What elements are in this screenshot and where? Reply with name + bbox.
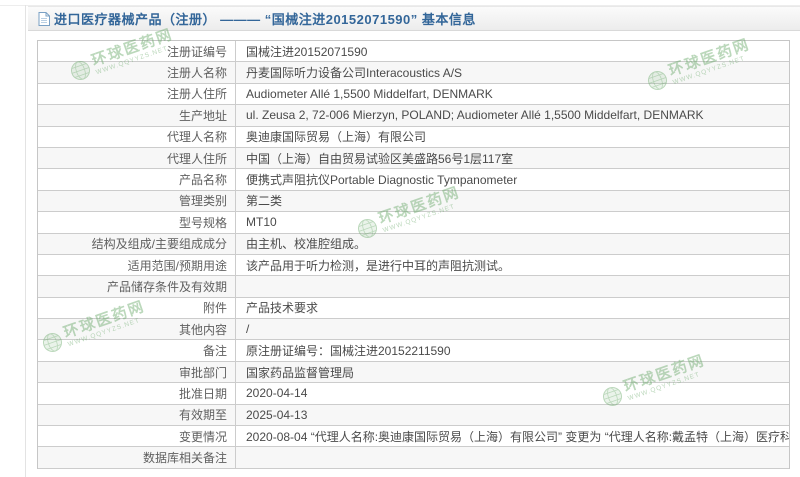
table-row: 产品储存条件及有效期 (38, 276, 789, 298)
row-value: 2025-04-13 (246, 407, 308, 422)
row-label: 数据库相关备注 (38, 447, 236, 468)
row-label: 代理人住所 (38, 147, 236, 169)
row-label: 管理类别 (38, 190, 236, 212)
table-row: 型号规格 MT10 (38, 212, 789, 234)
table-row: 其他内容 / (38, 319, 789, 341)
row-label: 有效期至 (38, 404, 236, 426)
row-label: 变更情况 (38, 426, 236, 447)
table-row: 管理类别 第二类 (38, 190, 789, 213)
row-value: 奥迪康国际贸易（上海）有限公司 (246, 130, 427, 145)
row-label: 适用范围/预期用途 (38, 254, 236, 276)
table-row: 数据库相关备注 (38, 447, 789, 469)
table-row: 有效期至 2025-04-13 (38, 404, 789, 427)
row-label: 注册人名称 (38, 62, 236, 83)
section-header: 进口医疗器械产品（注册） ——— “国械注进20152071590” 基本信息 (28, 6, 800, 31)
row-label: 附件 (38, 297, 236, 319)
row-value: 2020-04-14 (246, 386, 308, 401)
row-value: 丹麦国际听力设备公司Interacoustics A/S (246, 66, 463, 81)
row-value: 第二类 (246, 194, 283, 209)
table-row: 附件 产品技术要求 (38, 297, 789, 320)
table-row: 备注 原注册证编号：国械注进20152211590 (38, 340, 789, 362)
row-label: 型号规格 (38, 212, 236, 233)
table-row: 注册人名称 丹麦国际听力设备公司Interacoustics A/S (38, 62, 789, 84)
table-row: 变更情况 2020-08-04 “代理人名称:奥迪康国际贸易（上海）有限公司” … (38, 426, 789, 448)
row-label: 其他内容 (38, 319, 236, 340)
row-value: 产品技术要求 (246, 301, 319, 316)
row-label: 注册人住所 (38, 83, 236, 105)
table-row: 产品名称 便携式声阻抗仪Portable Diagnostic Tympanom… (38, 169, 789, 191)
row-value: Audiometer Allé 1,5500 Middelfart, DENMA… (246, 86, 493, 101)
row-label: 生产地址 (38, 105, 236, 126)
table-row: 适用范围/预期用途 该产品用于听力检测，是进行中耳的声阻抗测试。 (38, 254, 789, 277)
row-value: 国械注进20152071590 (246, 44, 368, 59)
row-label: 注册证编号 (38, 41, 236, 62)
row-label: 审批部门 (38, 361, 236, 383)
table-row: 批准日期 2020-04-14 (38, 383, 789, 405)
row-value: 国家药品监督管理局 (246, 365, 355, 380)
row-label: 产品名称 (38, 169, 236, 190)
top-divider (0, 5, 800, 6)
page-title: 进口医疗器械产品（注册） ——— “国械注进20152071590” 基本信息 (54, 12, 476, 27)
table-row: 结构及组成/主要组成成分 由主机、校准腔组成。 (38, 233, 789, 255)
table-row: 代理人住所 中国（上海）自由贸易试验区美盛路56号1层117室 (38, 147, 789, 170)
table-row: 注册证编号 国械注进20152071590 (38, 41, 789, 63)
table-row: 审批部门 国家药品监督管理局 (38, 361, 789, 384)
row-label: 代理人名称 (38, 126, 236, 147)
table-row: 注册人住所 Audiometer Allé 1,5500 Middelfart,… (38, 83, 789, 106)
row-label: 批准日期 (38, 383, 236, 404)
row-label: 备注 (38, 340, 236, 361)
row-value: 中国（上海）自由贸易试验区美盛路56号1层117室 (246, 151, 514, 166)
row-value: / (246, 322, 250, 337)
left-divider (25, 5, 26, 477)
row-value: 原注册证编号：国械注进20152211590 (246, 344, 451, 359)
row-label: 产品储存条件及有效期 (38, 276, 236, 297)
table-row: 代理人名称 奥迪康国际贸易（上海）有限公司 (38, 126, 789, 148)
row-value: MT10 (246, 215, 277, 230)
row-label: 结构及组成/主要组成成分 (38, 233, 236, 254)
row-value: 2020-08-04 “代理人名称:奥迪康国际贸易（上海）有限公司” 变更为 “… (246, 429, 789, 444)
row-value (236, 447, 789, 467)
row-value: 由主机、校准腔组成。 (246, 237, 367, 252)
row-value: ul. Zeusa 2, 72-006 Mierzyn, POLAND; Aud… (246, 108, 704, 123)
row-value (236, 276, 789, 296)
registration-info-table: 注册证编号 国械注进20152071590 注册人名称 丹麦国际听力设备公司In… (37, 40, 790, 469)
document-icon (38, 12, 50, 26)
table-row: 生产地址 ul. Zeusa 2, 72-006 Mierzyn, POLAND… (38, 105, 789, 127)
row-value: 该产品用于听力检测，是进行中耳的声阻抗测试。 (246, 258, 511, 273)
row-value: 便携式声阻抗仪Portable Diagnostic Tympanometer (246, 173, 518, 188)
